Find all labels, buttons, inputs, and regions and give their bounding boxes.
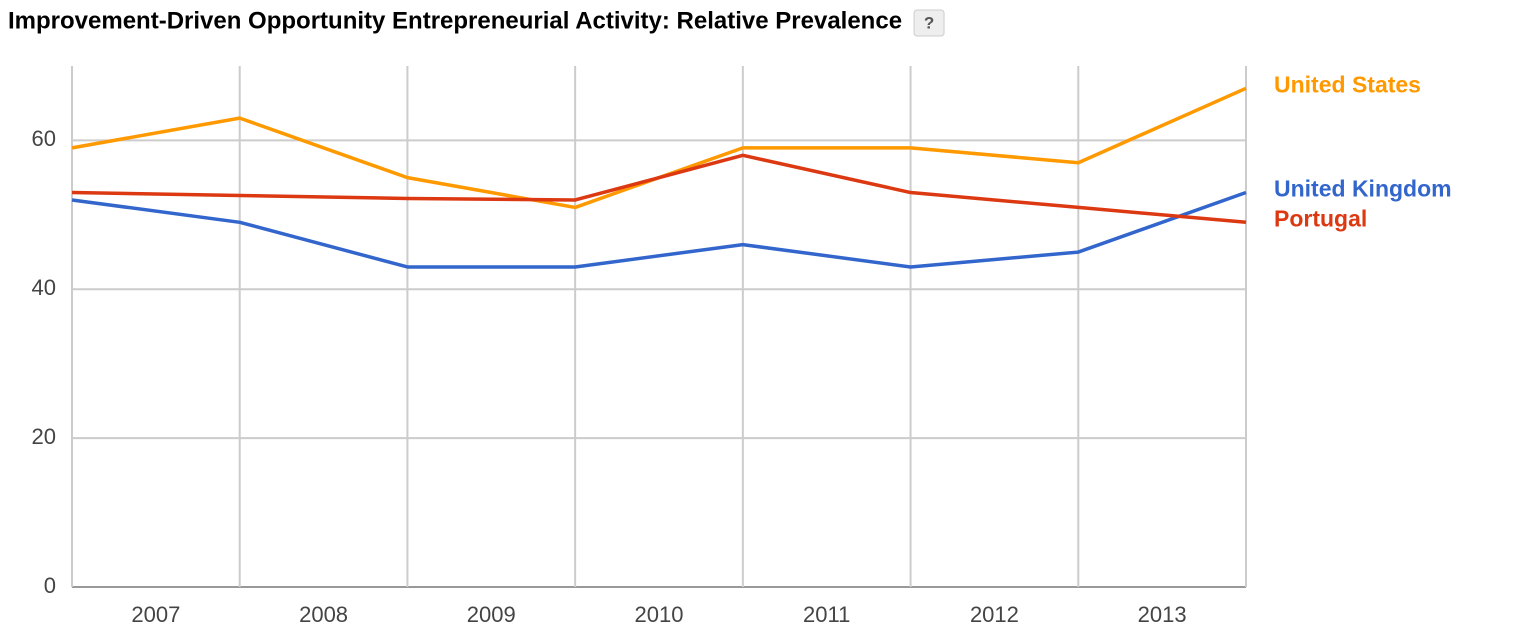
legend-label: United States <box>1274 71 1421 97</box>
legend-label: United Kingdom <box>1274 176 1452 202</box>
x-tick-label: 2012 <box>970 602 1019 627</box>
x-tick-label: 2010 <box>635 602 684 627</box>
x-tick-label: 2009 <box>467 602 516 627</box>
x-tick-label: 2013 <box>1138 602 1187 627</box>
x-tick-label: 2011 <box>803 602 850 627</box>
series-line <box>71 190 1247 269</box>
y-tick-label: 0 <box>44 573 56 598</box>
x-tick-label: 2008 <box>299 602 348 627</box>
series-line <box>71 153 1247 225</box>
chart-title: Improvement-Driven Opportunity Entrepren… <box>8 7 902 34</box>
y-tick-label: 40 <box>32 275 56 300</box>
series-line <box>71 86 1247 210</box>
y-tick-label: 20 <box>32 424 56 449</box>
help-button-box[interactable] <box>913 9 945 37</box>
help-button-label[interactable]: ? <box>924 13 934 32</box>
legend-label: Portugal <box>1274 205 1367 231</box>
y-tick-label: 60 <box>32 126 56 151</box>
help-button[interactable]: ? <box>913 9 945 37</box>
x-tick-label: 2007 <box>131 602 180 627</box>
